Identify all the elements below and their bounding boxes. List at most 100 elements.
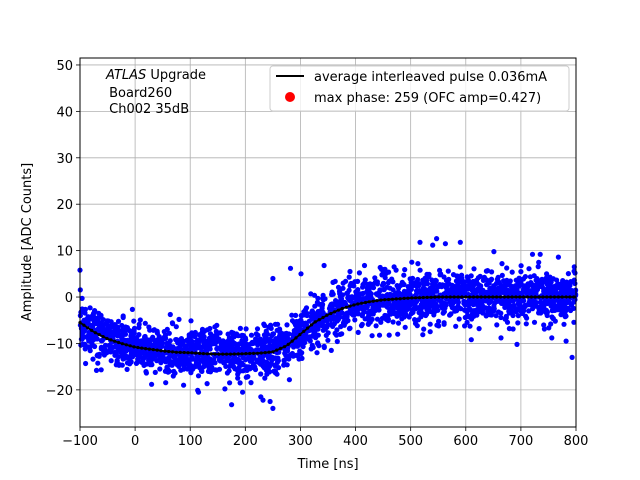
sample-point [352,279,358,285]
average-pulse-point [128,344,132,348]
sample-point [147,351,153,357]
average-pulse-point [502,295,506,299]
outlier-point [468,337,474,343]
sample-point [138,340,144,346]
sample-point [308,346,314,352]
sample-point [355,329,361,335]
sample-point [431,307,437,313]
average-pulse-point [140,346,144,350]
sample-point [243,356,250,362]
sample-point [495,274,501,280]
average-pulse-point [556,295,561,299]
sample-point [434,322,440,328]
sample-point [437,267,443,273]
sample-point [531,273,537,279]
sample-point [396,291,402,297]
sample-point [146,357,152,363]
sample-point [491,306,497,312]
sample-point [462,323,468,329]
x-tick-label: 300 [288,434,313,449]
board-label: Board260 [105,86,172,101]
sample-point [226,358,232,364]
sample-point [315,295,321,301]
sample-point [536,310,542,316]
sample-point [322,325,328,331]
sample-point [205,368,212,374]
sample-point [456,316,462,322]
average-pulse-point [329,311,333,316]
sample-point [104,321,110,327]
average-pulse-point [336,308,341,312]
sample-point [286,356,292,362]
sample-point [437,272,443,278]
average-pulse-point [344,305,348,309]
outlier-point [298,271,304,277]
sample-point [98,367,104,373]
y-axis-label: Amplitude [ADC Counts] [20,163,35,321]
sample-point [445,268,451,274]
sample-point [225,331,231,337]
x-tick-label: 200 [233,434,258,449]
sample-point [252,366,259,373]
outlier-point [569,354,575,360]
sample-point [180,357,186,363]
average-pulse-point [456,295,460,299]
sample-point [382,266,388,272]
sample-point [262,375,268,381]
sample-point [448,311,454,317]
sample-point [158,360,164,366]
sample-point [232,346,238,352]
sample-point [281,362,287,368]
sample-point [325,330,331,336]
sample-point [506,299,512,305]
sample-point [359,291,365,297]
sample-point [440,310,446,316]
sample-point [256,340,262,346]
sample-point [188,318,194,324]
sample-point [79,295,85,301]
average-pulse-point [275,348,279,352]
sample-point [329,301,335,307]
average-pulse-point [317,318,321,322]
average-pulse-point [387,297,391,302]
y-tick-label: 50 [56,59,73,74]
sample-point [385,280,391,286]
average-pulse-point [244,352,248,356]
sample-point [387,285,393,291]
average-pulse-point [518,295,522,299]
average-pulse-point [194,351,198,355]
average-pulse-point [522,295,526,299]
average-pulse-point [151,348,155,352]
average-pulse-point [371,299,375,303]
sample-point [119,322,125,329]
average-pulse-point [90,328,94,332]
legend-max-phase-label: max phase: 259 (OFC amp=0.427) [314,91,541,106]
average-pulse-point [259,351,263,355]
sample-point [562,301,568,307]
average-pulse-point [321,315,325,320]
sample-point [421,302,427,308]
sample-point [518,306,524,312]
sample-point [237,325,243,331]
sample-point [343,278,349,284]
sample-point [154,358,160,364]
sample-point [377,264,383,271]
average-pulse-point [541,295,545,299]
sample-point [201,359,207,365]
sample-point [248,332,255,338]
sample-point [128,333,134,339]
sample-point [411,306,417,312]
average-pulse-point [510,295,514,299]
sample-point [376,303,382,309]
sample-point [268,325,274,331]
sample-point [140,358,146,364]
sample-point [91,314,97,320]
outlier-point [356,270,362,276]
sample-point [367,308,373,314]
sample-point [245,344,251,350]
sample-point [486,305,492,311]
outlier-point [555,254,562,260]
average-pulse-point [86,326,90,330]
sample-point [433,277,439,283]
sample-point [380,280,386,286]
